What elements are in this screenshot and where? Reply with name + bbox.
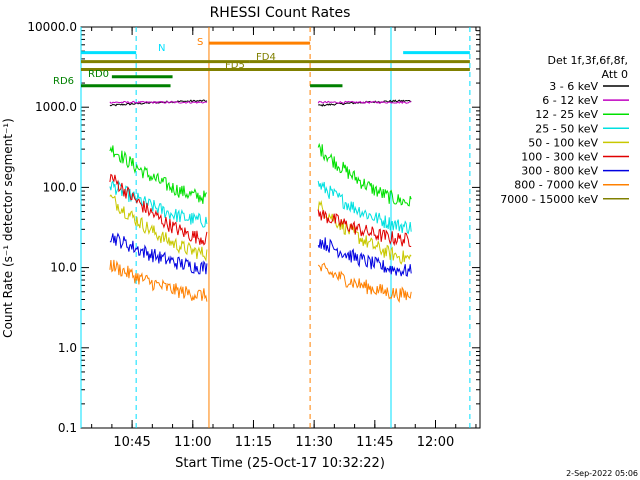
- legend-label: 7000 - 15000 keV: [500, 193, 598, 206]
- series-line: [317, 142, 412, 207]
- legend-label: 3 - 6 keV: [549, 80, 598, 93]
- x-tick-label: 10:45: [113, 435, 150, 450]
- legend-label: 800 - 7000 keV: [514, 179, 598, 192]
- annotation-label-fd4: FD4: [256, 52, 276, 63]
- series-line: [109, 173, 208, 246]
- chart-title: RHESSI Count Rates: [210, 5, 351, 21]
- series-line: [109, 179, 208, 228]
- legend-label: 12 - 25 keV: [535, 108, 598, 121]
- x-axis-label: Start Time (25-Oct-17 10:32:22): [175, 456, 385, 471]
- series-line: [317, 199, 412, 265]
- series-line: [109, 232, 208, 275]
- y-tick-label: 10.0: [50, 261, 77, 275]
- y-tick-label: 1000.0: [35, 100, 77, 114]
- series-line: [317, 180, 412, 235]
- x-tick-label: 12:00: [417, 435, 454, 450]
- legend-label: 50 - 100 keV: [528, 136, 598, 149]
- series-line: [317, 209, 412, 248]
- legend-label: 25 - 50 keV: [535, 122, 598, 135]
- footer-date: 2-Sep-2022 05:06: [566, 469, 638, 478]
- series-line: [317, 237, 412, 277]
- y-axis-label: Count Rate (s⁻¹ detector segment⁻¹): [1, 118, 15, 338]
- annotation-label-rd0: RD0: [88, 69, 109, 80]
- series-line: [317, 100, 412, 105]
- x-tick-label: 11:15: [235, 435, 272, 450]
- series-line: [109, 145, 208, 204]
- legend-header: Att 0: [602, 68, 628, 81]
- legend-label: 6 - 12 keV: [542, 94, 598, 107]
- legend-header: Det 1f,3f,6f,8f,: [547, 54, 628, 67]
- y-tick-label: 100.0: [43, 180, 77, 194]
- y-tick-label: 10000.0: [27, 20, 77, 34]
- annotation-label-rd6: RD6: [53, 76, 74, 87]
- y-tick-label: 1.0: [58, 341, 77, 355]
- series-line: [109, 100, 208, 104]
- legend-label: 300 - 800 keV: [521, 165, 598, 178]
- series-line: [109, 259, 208, 302]
- y-tick-label: 0.1: [58, 421, 77, 435]
- x-tick-label: 11:45: [356, 435, 393, 450]
- x-tick-label: 11:30: [295, 435, 332, 450]
- annotation-label-fd5: FD5: [225, 60, 245, 71]
- legend-label: 100 - 300 keV: [521, 151, 598, 164]
- series-line: [109, 194, 208, 262]
- annotation-label-n: N: [158, 43, 165, 54]
- annotation-label-s: S: [197, 37, 203, 48]
- x-tick-label: 11:00: [174, 435, 211, 450]
- series-line: [317, 262, 412, 304]
